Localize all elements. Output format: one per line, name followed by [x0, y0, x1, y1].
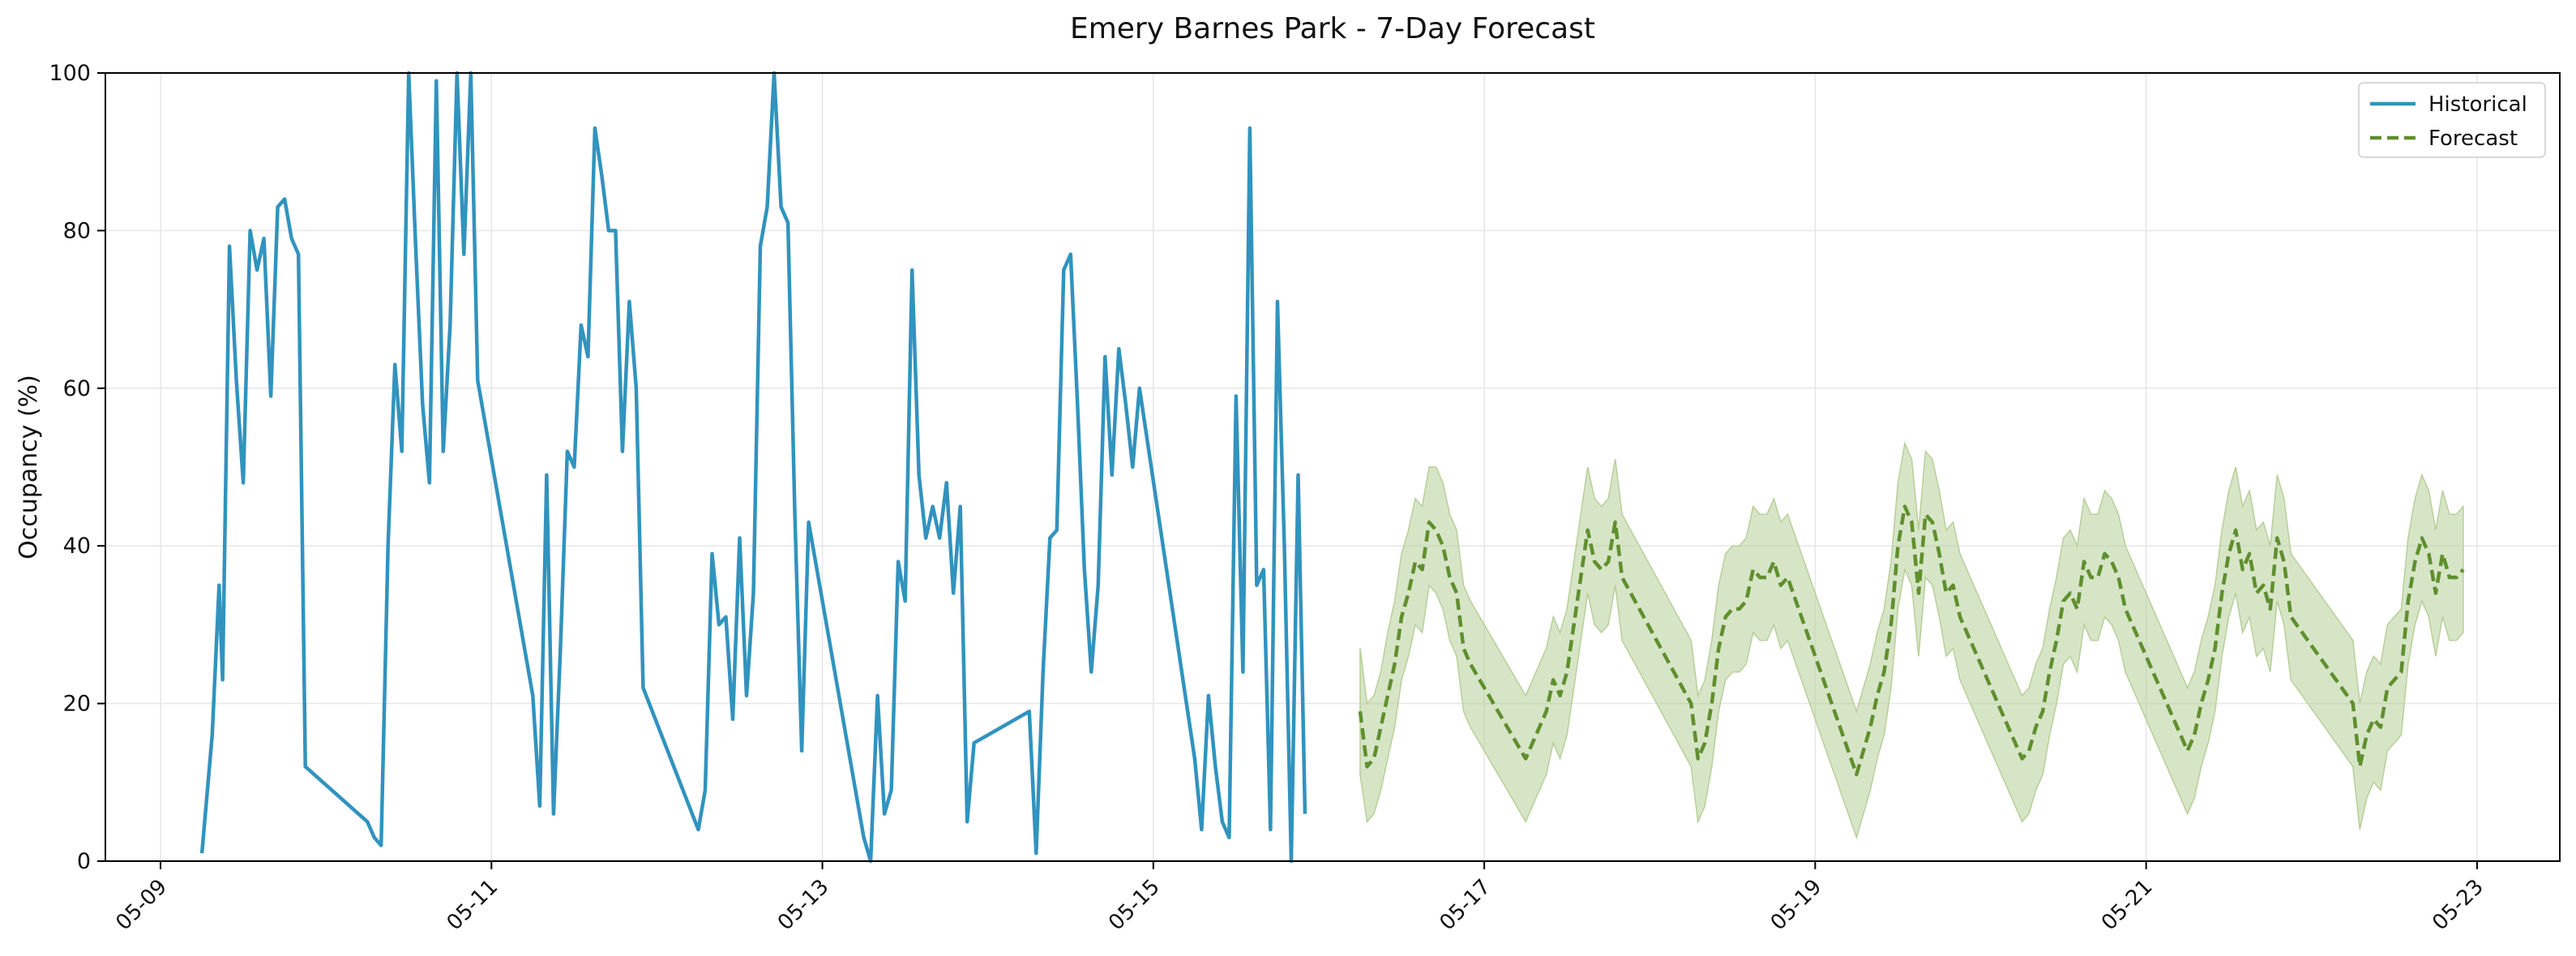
y-tick-label: 80 [63, 218, 91, 243]
y-tick-label: 100 [49, 61, 91, 86]
forecast-series-line [1358, 504, 2465, 777]
y-tick-label: 0 [77, 849, 91, 874]
y-axis-label: Occupancy (%) [15, 375, 43, 559]
y-tick-label: 40 [63, 534, 91, 559]
forecast-legend-label: Forecast [2428, 126, 2518, 151]
historical-series-line [199, 71, 1307, 864]
forecast-band-layer [1359, 441, 2464, 840]
legend: Historical Forecast [2358, 82, 2546, 158]
historical-legend-label: Historical [2428, 92, 2527, 117]
y-tick-label: 60 [63, 376, 91, 401]
chart-title: Emery Barnes Park - 7-Day Forecast [1070, 12, 1595, 45]
y-tick-label: 20 [63, 692, 91, 717]
forecast-confidence-band [1359, 441, 2464, 840]
plot-frame [105, 72, 2561, 862]
series-layer [199, 71, 2465, 864]
